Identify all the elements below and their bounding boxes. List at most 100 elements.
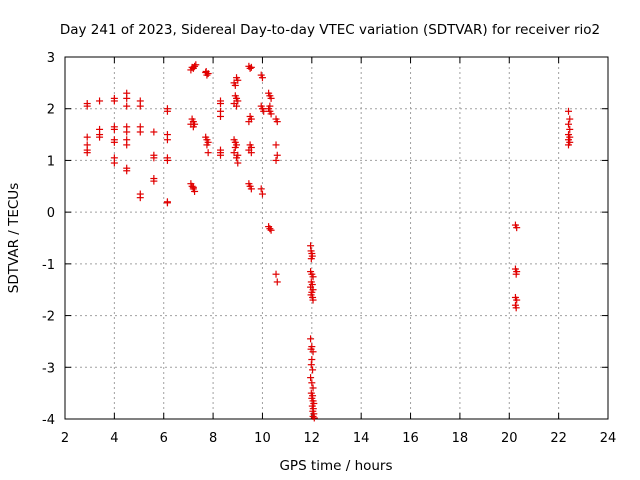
data-point xyxy=(310,414,318,422)
data-point xyxy=(565,107,573,115)
data-point xyxy=(110,159,118,167)
data-point xyxy=(272,141,280,149)
data-point xyxy=(216,112,224,120)
y-tick-label: -1 xyxy=(42,258,55,273)
data-point xyxy=(230,149,238,157)
data-point xyxy=(260,107,268,115)
data-point xyxy=(96,133,104,141)
data-point xyxy=(150,128,158,136)
data-point xyxy=(258,74,266,82)
data-point xyxy=(216,151,224,159)
data-point xyxy=(231,81,239,89)
y-tick-label: -4 xyxy=(42,413,55,428)
data-point xyxy=(512,304,520,312)
data-point xyxy=(123,94,131,102)
data-point xyxy=(513,296,521,304)
x-tick-label: 16 xyxy=(402,431,419,446)
x-tick-label: 12 xyxy=(304,431,321,446)
data-point xyxy=(234,76,242,84)
data-point xyxy=(247,63,255,71)
data-point xyxy=(187,66,195,74)
x-axis-label: GPS time / hours xyxy=(279,458,392,474)
data-point xyxy=(83,149,91,157)
data-point xyxy=(309,273,317,281)
data-point xyxy=(191,187,199,195)
data-point xyxy=(245,118,253,126)
data-point xyxy=(247,185,255,193)
x-tick-label: 8 xyxy=(209,431,217,446)
data-point xyxy=(234,159,242,167)
data-point xyxy=(189,183,197,191)
data-point xyxy=(203,71,211,79)
y-tick-label: -3 xyxy=(42,361,55,376)
data-point xyxy=(272,156,280,164)
data-point xyxy=(123,102,131,110)
data-point xyxy=(565,120,573,128)
data-point xyxy=(309,384,317,392)
data-point xyxy=(273,151,281,159)
data-point xyxy=(309,412,317,420)
data-point xyxy=(83,102,91,110)
x-tick-label: 14 xyxy=(353,431,370,446)
data-point xyxy=(308,379,316,387)
data-point xyxy=(307,335,315,343)
data-point xyxy=(163,107,171,115)
data-point xyxy=(163,199,171,207)
data-point xyxy=(247,149,255,157)
data-point xyxy=(191,62,199,70)
data-point xyxy=(267,94,275,102)
x-tick-label: 18 xyxy=(452,431,469,446)
data-point xyxy=(150,154,158,162)
x-tick-label: 20 xyxy=(501,431,518,446)
x-tick-label: 10 xyxy=(254,431,271,446)
data-point xyxy=(309,366,317,374)
plot-frame xyxy=(64,56,609,420)
data-point xyxy=(233,154,241,162)
data-point xyxy=(266,225,274,233)
data-point xyxy=(309,296,317,304)
data-point xyxy=(246,64,254,72)
data-point xyxy=(233,102,241,110)
data-points xyxy=(83,61,574,422)
x-tick-label: 6 xyxy=(160,431,168,446)
y-tick-label: -2 xyxy=(42,310,55,325)
data-point xyxy=(203,141,211,149)
data-point xyxy=(307,374,315,382)
data-point xyxy=(83,133,91,141)
data-point xyxy=(163,156,171,164)
data-point xyxy=(187,120,195,128)
data-point xyxy=(136,128,144,136)
data-point xyxy=(202,67,210,75)
data-point xyxy=(123,128,131,136)
data-point xyxy=(163,136,171,144)
data-point xyxy=(565,141,573,149)
y-tick-label: 1 xyxy=(47,154,55,169)
y-tick-label: 0 xyxy=(47,206,55,221)
data-point xyxy=(257,185,265,193)
data-point xyxy=(273,118,281,126)
data-point xyxy=(566,125,574,133)
data-point xyxy=(231,144,239,151)
data-point xyxy=(267,226,275,234)
grid xyxy=(65,57,608,419)
x-tick-label: 2 xyxy=(61,431,69,446)
y-tick-label: 3 xyxy=(47,51,55,66)
data-point xyxy=(307,255,315,263)
data-point xyxy=(566,115,574,123)
data-point xyxy=(258,190,266,198)
data-point xyxy=(123,141,131,149)
data-point xyxy=(512,270,520,278)
data-point xyxy=(110,138,118,146)
data-point xyxy=(273,278,281,286)
x-tick-label: 4 xyxy=(110,431,118,446)
data-point xyxy=(307,361,315,369)
data-point xyxy=(150,177,158,185)
data-point xyxy=(136,194,144,202)
y-tick-label: 2 xyxy=(47,103,55,118)
data-point xyxy=(234,97,242,105)
data-point xyxy=(136,102,144,110)
data-point xyxy=(513,224,521,232)
data-point xyxy=(192,61,200,69)
x-tick-label: 24 xyxy=(600,431,617,446)
